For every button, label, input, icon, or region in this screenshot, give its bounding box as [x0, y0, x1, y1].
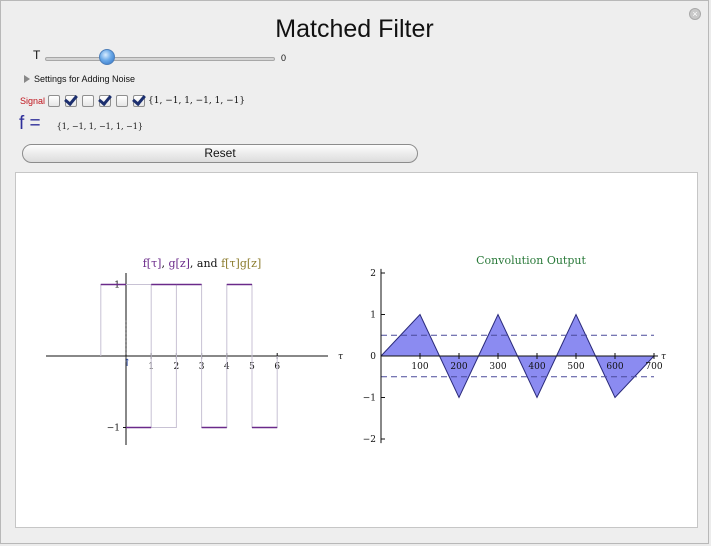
signal-y-tick-label: −1 [107, 424, 120, 434]
t-slider-track[interactable] [45, 57, 275, 61]
signal-chart-title-part: f[τ] [143, 257, 162, 270]
conv-y-tick-label: −1 [363, 394, 376, 404]
plots-svg: f[τ], g[z], and f[τ]g[z]τ1 2 3 4 5 61−1↑ Conv… [46, 254, 667, 445]
slider-value: 0 [281, 53, 287, 63]
conv-x-axis-label: τ [661, 352, 667, 362]
f-vector: {1, −1, 1, −1, 1, −1} [56, 122, 143, 131]
noise-settings-label: Settings for Adding Noise [34, 74, 136, 84]
signal-chart-title-part: f[τ]g[z] [221, 257, 261, 270]
plot-panel: f[τ], g[z], and f[τ]g[z] τ 1 2 3 4 5 6 1 −1 ↑ Conv… [15, 172, 698, 528]
conv-y-tick-label: 2 [370, 269, 376, 279]
signal-checkbox-1[interactable] [48, 95, 61, 107]
disclosure-triangle-icon[interactable] [24, 75, 30, 83]
signal-checkbox-3[interactable] [82, 95, 95, 107]
signal-checkbox-2[interactable] [65, 95, 78, 107]
convolution-chart-title: Convolution Output [476, 254, 586, 267]
convolution-chart: Convolution Output τ 100 200 300 400 500 600 700… [363, 254, 667, 445]
conv-x-tick-label: 100 [411, 362, 428, 372]
conv-x-tick-label: 600 [606, 362, 623, 372]
f-label: f = [19, 113, 41, 134]
conv-x-tick-label: 700 [645, 362, 662, 372]
slider-label: T [33, 48, 41, 62]
t-slider-thumb[interactable] [99, 49, 115, 65]
signal-chart: f[τ], g[z], and f[τ]g[z]τ1 2 3 4 5 61−1↑ [46, 257, 344, 445]
conv-x-tick-label: 200 [450, 362, 467, 372]
conv-y-tick-label: 1 [370, 311, 376, 321]
conv-x-tick-label: 400 [528, 362, 545, 372]
conv-y-tick-label: −2 [363, 435, 376, 445]
conv-x-tick-label: 500 [567, 362, 584, 372]
signal-chart-title: f[τ], g[z], and f[τ]g[z] [143, 257, 262, 270]
conv-y-tick-label: 0 [370, 352, 376, 362]
f-row: f = {1, −1, 1, −1, 1, −1} [19, 113, 143, 135]
origin-arrow-icon: ↑ [123, 358, 131, 369]
signal-chart-title-part: , [161, 257, 168, 270]
t-slider-control: T 0 [33, 45, 286, 67]
signal-y-tick-label: 1 [114, 281, 120, 291]
signal-label: Signal [20, 96, 46, 106]
close-icon[interactable]: × [689, 8, 701, 20]
page-title: Matched Filter [275, 15, 434, 43]
signal-checkbox-6[interactable] [133, 95, 146, 107]
signal-vector: {1, −1, 1, −1, 1, −1} [148, 96, 246, 106]
signal-chart-title-part: , and [190, 257, 221, 270]
reset-button[interactable]: Reset [22, 144, 418, 163]
signal-checkbox-4[interactable] [99, 95, 112, 107]
signal-outline-line [100, 284, 278, 428]
noise-settings-toggle[interactable]: Settings for Adding Noise [24, 74, 135, 84]
signal-x-axis-label: τ [338, 352, 344, 362]
signal-row: Signal {1, −1, 1, −1, 1, −1} [20, 92, 245, 110]
signal-chart-title-part: g[z] [168, 257, 189, 270]
conv-x-tick-label: 300 [489, 362, 506, 372]
signal-checkbox-5[interactable] [116, 95, 129, 107]
